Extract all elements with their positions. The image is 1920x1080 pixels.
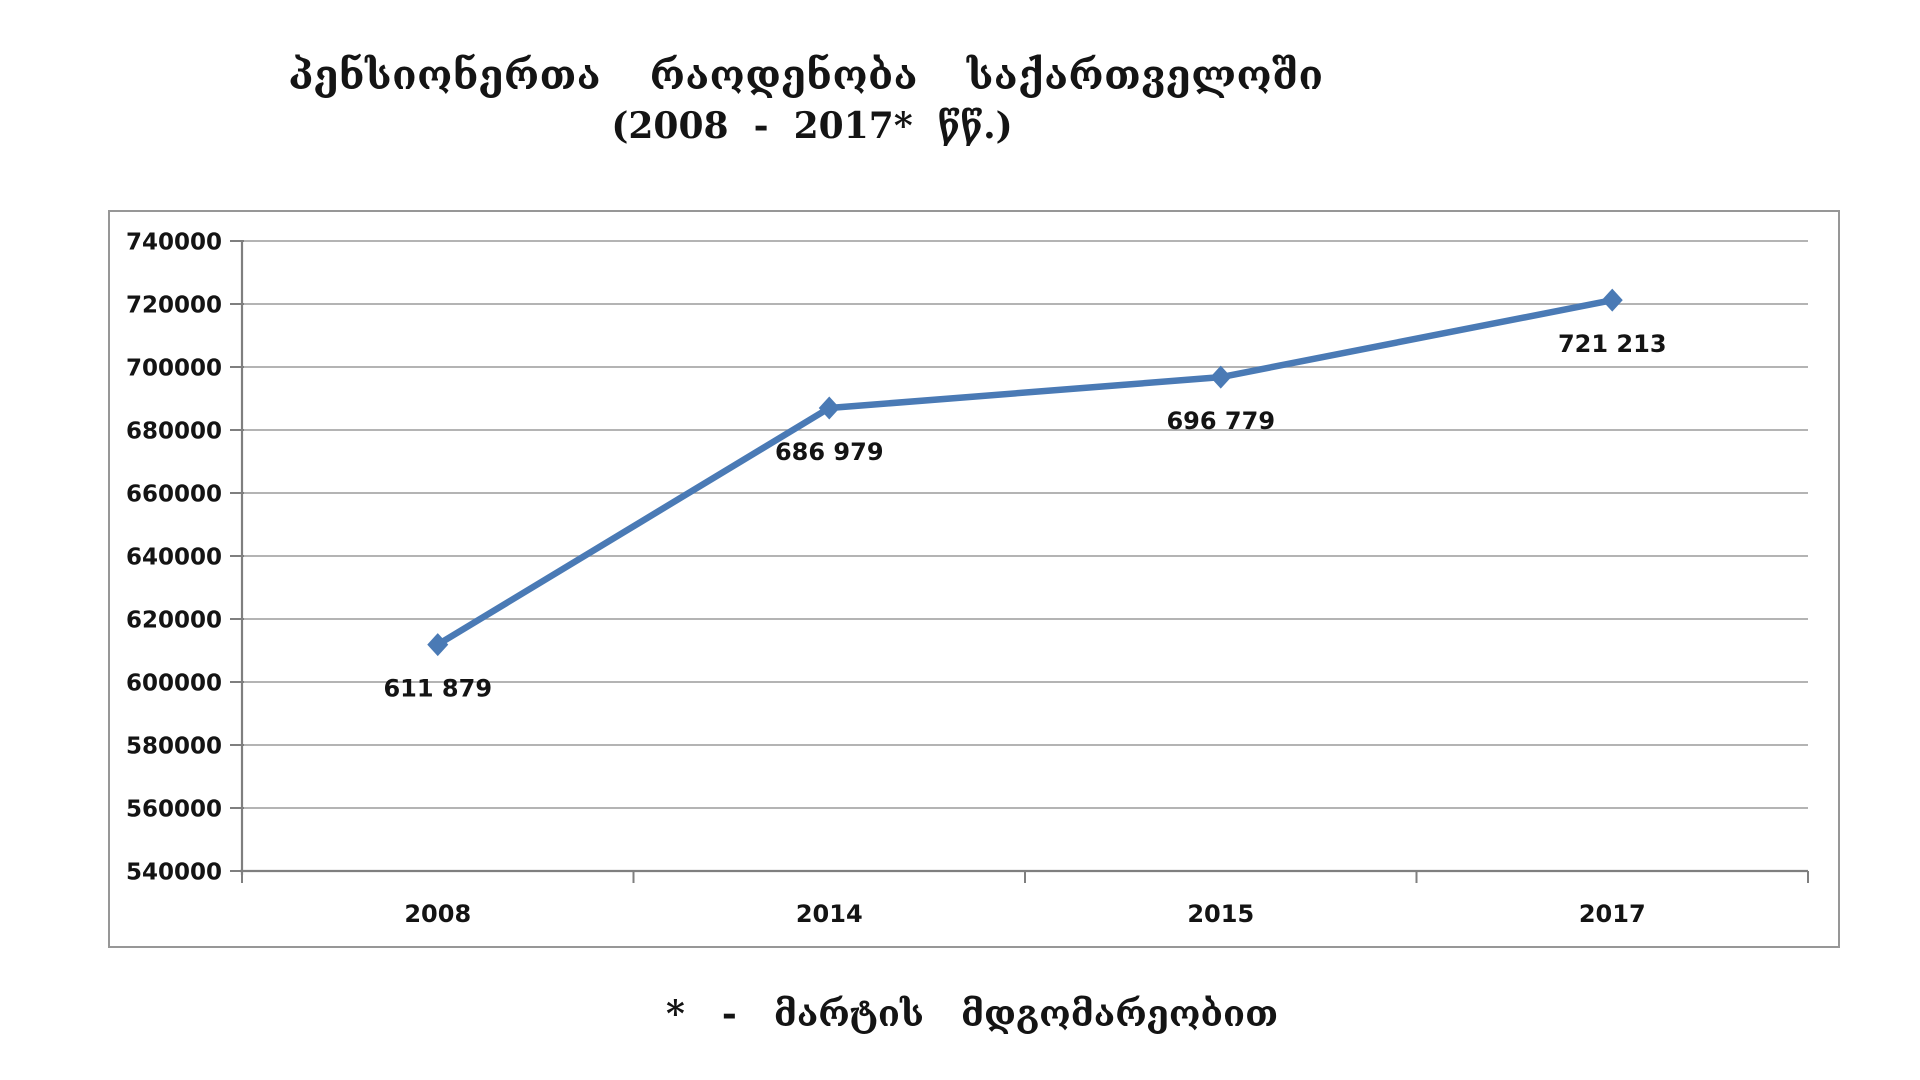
x-axis-category-label: 2015 xyxy=(1187,900,1254,928)
x-axis-category-label: 2017 xyxy=(1579,900,1646,928)
chart-title: პენსიონერთა რაოდენობა საქართველოში xyxy=(288,52,1324,99)
data-point-value-label: 721 213 xyxy=(1558,330,1667,358)
line-chart-svg: 740000 720000 700000 680000 660000 640000 6200… xyxy=(126,230,1809,928)
y-axis-tick-label: 600000 xyxy=(126,671,222,697)
y-axis-tick-label: 720000 xyxy=(126,293,222,319)
data-point-value-label: 696 779 xyxy=(1166,407,1275,435)
data-point-marker xyxy=(1210,365,1232,389)
data-point-value-label: 611 879 xyxy=(383,675,492,703)
data-point-value-label: 686 979 xyxy=(775,438,884,466)
y-axis-tick-label: 680000 xyxy=(126,419,222,445)
y-axis-tick-label: 700000 xyxy=(126,356,222,382)
data-point-marker xyxy=(1601,288,1623,312)
x-axis-category-label: 2008 xyxy=(404,900,471,928)
y-axis-tick-label: 620000 xyxy=(126,608,222,634)
chart-subtitle: (2008 - 2017* წწ.) xyxy=(611,105,1013,147)
chart-plot-container: 740000 720000 700000 680000 660000 640000 6200… xyxy=(108,210,1840,948)
y-axis-tick-label: 540000 xyxy=(126,860,222,886)
y-axis-tick-label: 660000 xyxy=(126,482,222,508)
x-axis-category-label: 2014 xyxy=(796,900,863,928)
y-axis-tick-label: 560000 xyxy=(126,797,222,823)
y-axis-tick-label: 640000 xyxy=(126,545,222,571)
chart-footnote: * - მარტის მდგომარეობით xyxy=(665,993,1279,1035)
data-line-series xyxy=(434,296,1616,648)
y-axis-tick-label: 580000 xyxy=(126,734,222,760)
y-axis-tick-label: 740000 xyxy=(126,230,222,256)
data-point-marker xyxy=(818,396,840,420)
data-point-marker xyxy=(427,633,449,657)
